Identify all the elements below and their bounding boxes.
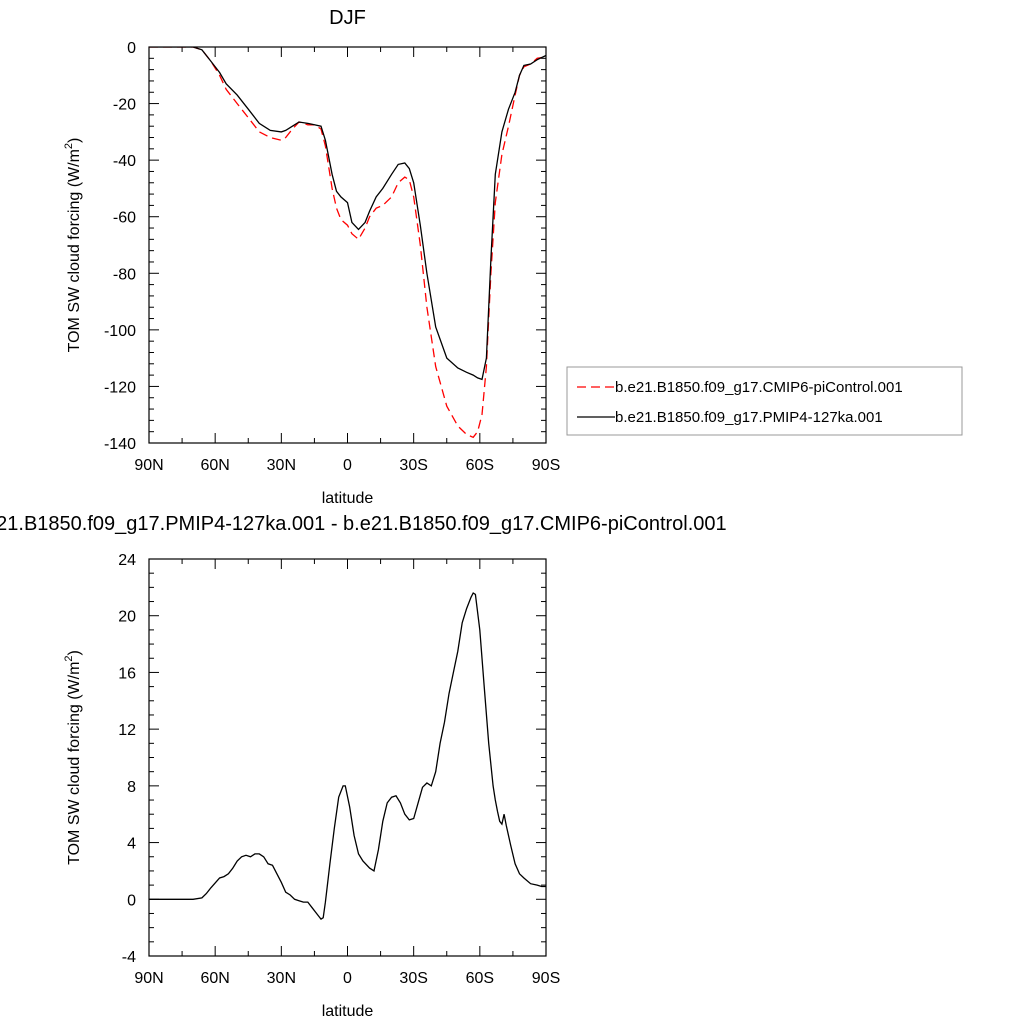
legend-label: b.e21.B1850.f09_g17.PMIP4-127ka.001 xyxy=(615,409,883,426)
series-line-0 xyxy=(149,592,546,920)
x-tick-label: 90N xyxy=(134,970,163,987)
legend-box xyxy=(566,366,963,436)
y-axis-title: TOM SW cloud forcing (W/m2) xyxy=(63,650,83,865)
x-axis-title: latitude xyxy=(322,1003,374,1020)
y-tick-label: -4 xyxy=(122,949,136,966)
y-tick-label: -60 xyxy=(113,210,136,227)
y-tick-label: 12 xyxy=(118,722,136,739)
x-tick-label: 30S xyxy=(399,457,427,474)
y-axis-title-sup: 2 xyxy=(63,143,75,149)
x-tick-label: 90N xyxy=(134,457,163,474)
y-axis-title-text: TOM SW cloud forcing (W/m xyxy=(66,149,83,352)
y-tick-label: -100 xyxy=(104,323,136,340)
legend-label: b.e21.B1850.f09_g17.CMIP6-piControl.001 xyxy=(615,379,903,396)
y-axis-title-end: ) xyxy=(66,650,83,655)
y-tick-label: 24 xyxy=(118,552,136,569)
y-tick-label: -40 xyxy=(113,153,136,170)
x-tick-label: 60S xyxy=(466,970,494,987)
y-axis-title-end: ) xyxy=(66,138,83,143)
x-axis-title: latitude xyxy=(322,490,374,507)
x-tick-label: 0 xyxy=(343,970,352,987)
chart-title: b.e21.B1850.f09_g17.PMIP4-127ka.001 - b.… xyxy=(0,513,727,535)
y-tick-label: 0 xyxy=(127,40,136,57)
y-tick-label: 0 xyxy=(127,892,136,909)
x-tick-label: 90S xyxy=(532,970,560,987)
y-tick-label: -140 xyxy=(104,436,136,453)
djf-panel: DJF 90N 60N 30N 0 30S 60S 90S 0 -20 -40 -60 -80 -100 -… xyxy=(63,7,963,507)
x-tick-label: 60N xyxy=(200,970,229,987)
series-line-0 xyxy=(149,47,546,439)
y-axis-title-text: TOM SW cloud forcing (W/m xyxy=(66,662,83,865)
x-tick-label: 90S xyxy=(532,457,560,474)
plot-frame xyxy=(148,46,547,444)
y-axis-title: TOM SW cloud forcing (W/m2) xyxy=(63,138,83,353)
x-tick-label: 30N xyxy=(267,970,296,987)
x-tick-label: 30S xyxy=(399,970,427,987)
y-tick-label: 16 xyxy=(118,665,136,682)
y-tick-label: -20 xyxy=(113,97,136,114)
y-tick-label: -80 xyxy=(113,266,136,283)
y-tick-label: 4 xyxy=(127,836,136,853)
x-tick-label: 60N xyxy=(200,457,229,474)
difference-panel: b.e21.B1850.f09_g17.PMIP4-127ka.001 - b.… xyxy=(0,513,727,1020)
series-line-1 xyxy=(149,47,546,381)
x-tick-label: 60S xyxy=(466,457,494,474)
y-tick-label: 8 xyxy=(127,779,136,796)
y-tick-label: 20 xyxy=(118,609,136,626)
x-tick-label: 30N xyxy=(267,457,296,474)
chart-title: DJF xyxy=(329,7,366,29)
x-tick-label: 0 xyxy=(343,457,352,474)
y-axis-title-sup: 2 xyxy=(63,655,75,661)
plot-frame xyxy=(148,558,547,957)
y-tick-label: -120 xyxy=(104,379,136,396)
